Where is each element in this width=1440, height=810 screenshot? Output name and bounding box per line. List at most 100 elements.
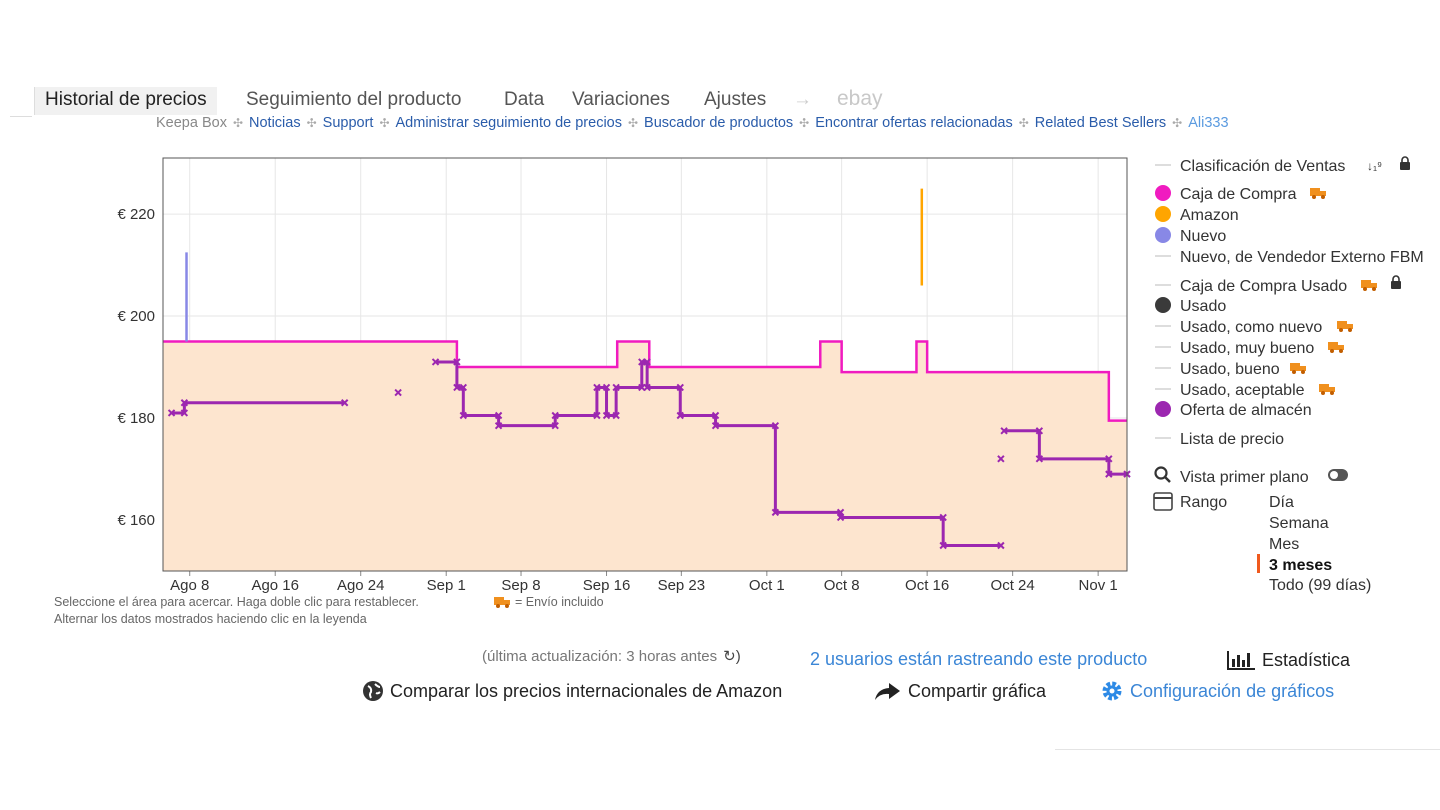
data-point xyxy=(180,409,189,417)
legend-label[interactable]: Nuevo xyxy=(1180,228,1226,245)
data-point xyxy=(676,411,684,420)
tab[interactable]: Variaciones xyxy=(572,89,670,110)
data-point xyxy=(1105,470,1113,478)
link[interactable]: Buscador de productos xyxy=(644,115,794,131)
data-point xyxy=(459,383,468,392)
range-option[interactable]: Todo (99 días) xyxy=(1269,577,1371,594)
search-icon xyxy=(1154,466,1168,480)
data-point xyxy=(394,388,402,397)
truck-icon xyxy=(1337,321,1353,332)
compare[interactable]: Comparar los precios internacionales de … xyxy=(362,680,782,702)
x-tick-label: Ago 16 xyxy=(251,577,299,594)
x-tick-label: Ago 8 xyxy=(170,577,209,594)
settings[interactable]: Configuración de gráficos xyxy=(1100,680,1334,702)
legend-label[interactable]: Amazon xyxy=(1180,207,1239,224)
data-point xyxy=(643,358,651,366)
legend-label[interactable]: Caja de Compra Usado xyxy=(1180,278,1347,295)
tracking[interactable]: 2 usuarios están rastreando este product… xyxy=(810,649,1148,669)
compare-label[interactable]: Comparar los precios internacionales de … xyxy=(390,680,783,701)
updated: (última actualización: 3 horas antes ↻) xyxy=(482,647,741,666)
tab[interactable]: Historial de precios xyxy=(34,87,217,115)
x-tick-label: Oct 1 xyxy=(749,577,785,594)
stats[interactable]: Estadística xyxy=(1226,649,1350,671)
arrow: → xyxy=(793,89,812,110)
data-point xyxy=(997,541,1005,550)
stats-label[interactable]: Estadística xyxy=(1262,649,1351,670)
x-tick-label: Sep 1 xyxy=(427,577,466,594)
legend-label[interactable]: Lista de precio xyxy=(1180,431,1284,448)
tab[interactable]: Ajustes xyxy=(704,89,767,110)
x-tick-label: Oct 24 xyxy=(991,577,1035,594)
legend-label[interactable]: Oferta de almacén xyxy=(1180,402,1312,419)
legend-label[interactable]: Usado, aceptable xyxy=(1180,382,1305,399)
legend-label[interactable]: Nuevo, de Vendedor Externo FBM xyxy=(1180,249,1424,266)
truck-icon xyxy=(1328,342,1344,353)
truck-icon xyxy=(1310,188,1326,199)
gear-icon xyxy=(1102,681,1122,701)
y-tick-label: € 160 xyxy=(117,512,155,529)
data-point xyxy=(1035,427,1044,435)
legend-label[interactable]: Clasificación de Ventas xyxy=(1180,158,1345,175)
legend-label[interactable]: Usado, bueno xyxy=(1180,361,1280,378)
x-tick-label: Sep 16 xyxy=(583,577,631,594)
data-point xyxy=(1000,427,1008,435)
range-option[interactable]: Mes xyxy=(1269,536,1299,553)
data-point xyxy=(593,411,601,420)
link[interactable]: Noticias xyxy=(249,115,301,131)
link[interactable]: Administrar seguimiento de precios xyxy=(395,115,622,131)
range-option[interactable]: 3 meses xyxy=(1269,557,1332,574)
toggle-knob xyxy=(1330,471,1338,479)
data-point xyxy=(494,421,503,430)
stats-icon xyxy=(1227,651,1255,670)
updated-text: (última actualización: 3 horas antes xyxy=(482,647,718,665)
range-selected-bar xyxy=(1257,554,1260,573)
plot: € 160 € 180 € 200 € 220 Ago 8 Ago 16 Ago 24 Sep… xyxy=(117,157,1131,594)
legend-label[interactable]: Caja de Compra xyxy=(1180,186,1297,203)
data-point xyxy=(939,513,947,522)
data-point xyxy=(711,421,720,430)
data-point xyxy=(180,399,189,407)
data-point xyxy=(997,455,1005,463)
refresh-icon[interactable]: ↻) xyxy=(723,648,741,665)
data-point xyxy=(676,383,684,392)
share[interactable]: Compartir gráfica xyxy=(872,680,1046,702)
y-tick-label: € 200 xyxy=(117,308,155,325)
data-point xyxy=(836,513,845,522)
data-point xyxy=(939,541,947,550)
data-point xyxy=(453,358,461,366)
data-point xyxy=(771,421,780,430)
data-point xyxy=(593,383,601,392)
note: Alternar los datos mostrados haciendo cl… xyxy=(54,612,367,626)
note: Seleccione el área para acercar. Haga do… xyxy=(54,595,419,609)
share-label[interactable]: Compartir gráfica xyxy=(908,680,1047,701)
range-option[interactable]: Día xyxy=(1269,494,1294,511)
tab[interactable]: ebay xyxy=(837,87,883,110)
legend-label[interactable]: Usado, muy bueno xyxy=(1180,340,1314,357)
link[interactable]: Support xyxy=(322,115,374,131)
control-label: Rango xyxy=(1180,494,1227,511)
legend-dot xyxy=(1155,206,1171,222)
sep: ✣ xyxy=(1018,116,1029,130)
link[interactable]: Related Best Sellers xyxy=(1034,115,1167,131)
data-point xyxy=(494,411,503,420)
settings-label[interactable]: Configuración de gráficos xyxy=(1130,680,1335,701)
divider xyxy=(1055,749,1440,750)
tab[interactable]: Seguimiento del producto xyxy=(246,89,462,110)
link[interactable]: Encontrar ofertas relacionadas xyxy=(815,115,1013,131)
link[interactable]: Ali333 xyxy=(1188,115,1229,131)
sort-icon: ↓₁⁹ xyxy=(1367,159,1382,173)
legend-label[interactable]: Usado, como nuevo xyxy=(1180,319,1322,336)
sep: ✣ xyxy=(1172,116,1183,130)
legend-dot xyxy=(1155,401,1171,417)
area xyxy=(163,341,1127,571)
legend-label[interactable]: Usado xyxy=(1180,298,1226,315)
legend-dot xyxy=(1155,227,1171,243)
legend: Clasificación de Ventas ↓₁⁹ Caja de Comp… xyxy=(1153,156,1424,594)
tab[interactable]: Data xyxy=(504,89,545,110)
range-option[interactable]: Semana xyxy=(1269,515,1329,532)
x-tick-label: Oct 8 xyxy=(824,577,860,594)
data-point xyxy=(711,411,720,420)
sep: ✣ xyxy=(379,116,390,130)
share-icon xyxy=(875,683,900,700)
